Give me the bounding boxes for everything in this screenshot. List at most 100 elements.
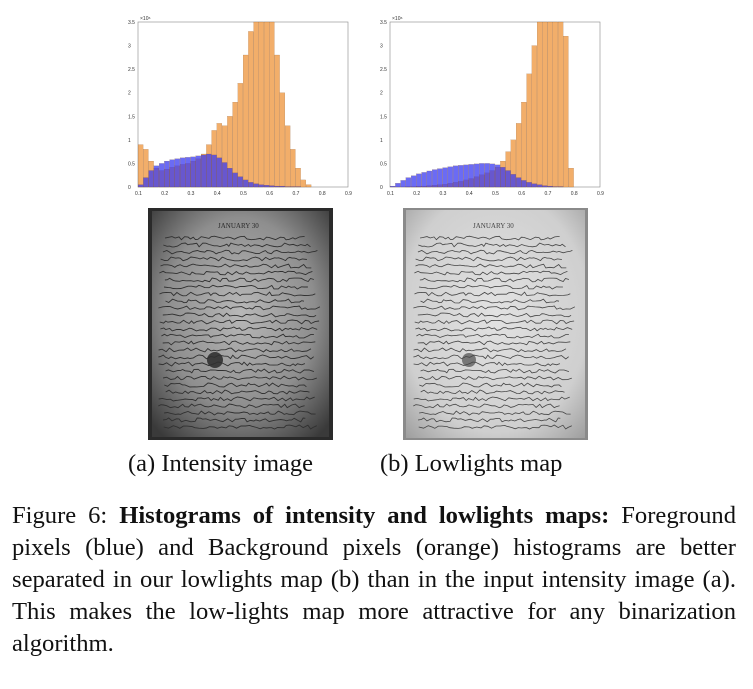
- handwriting-line: [164, 382, 307, 388]
- y-tick-label: 3: [380, 44, 383, 50]
- bar-background: [568, 168, 574, 188]
- bar-foreground: [421, 172, 427, 188]
- y-tick-label: 0: [128, 185, 131, 191]
- bar-foreground: [185, 157, 191, 188]
- bar-foreground: [521, 180, 527, 188]
- bar-background: [237, 83, 243, 188]
- handwriting-line: [158, 361, 306, 367]
- handwriting-line: [417, 340, 571, 346]
- handwriting-line: [418, 242, 566, 248]
- handwriting-line: [159, 291, 316, 297]
- handwriting-line: [419, 277, 570, 283]
- handwriting-line: [420, 235, 560, 241]
- y-tick-label: 2: [380, 91, 383, 97]
- exponent-label: ×10⁶: [392, 16, 403, 22]
- bar-foreground: [416, 173, 422, 188]
- x-tick-label: 0.2: [413, 191, 420, 197]
- handwriting-line: [420, 298, 560, 304]
- bar-foreground: [201, 154, 207, 188]
- bar-foreground: [269, 185, 275, 188]
- handwriting-line: [160, 326, 318, 332]
- x-tick-label: 0.4: [466, 191, 473, 197]
- bar-foreground: [274, 185, 280, 188]
- bar-foreground: [495, 164, 501, 188]
- bar-background: [300, 179, 306, 188]
- x-tick-label: 0.9: [345, 191, 352, 197]
- bar-foreground: [516, 177, 522, 188]
- histogram-lowlights: ×10⁶ 0.1 0.2 0.3 0.4 0.5 0.6 0.7 0.8 0.9 0 0.5 1 1.5 2…: [380, 16, 604, 197]
- x-tick-label: 0.9: [597, 191, 604, 197]
- bar-foreground: [489, 163, 495, 188]
- handwriting-line: [165, 235, 305, 241]
- bar-foreground: [206, 153, 212, 188]
- handwriting-line: [415, 263, 567, 269]
- handwriting-line: [420, 368, 570, 374]
- handwriting-line: [165, 298, 305, 304]
- bar-background: [531, 45, 537, 188]
- bar-foreground: [138, 184, 144, 188]
- bar-background: [537, 21, 543, 188]
- x-tick-label: 0.7: [293, 191, 300, 197]
- x-tick-label: 0.3: [440, 191, 447, 197]
- handwriting-line: [162, 375, 317, 381]
- figure-caption: Figure 6: Histograms of intensity and lo…: [12, 500, 736, 660]
- bar-foreground: [164, 160, 170, 188]
- bar-background: [248, 31, 254, 188]
- bar-foreground: [222, 162, 228, 188]
- handwriting-line: [162, 417, 306, 423]
- plot-frame: [389, 21, 601, 188]
- x-tick-label: 0.2: [161, 191, 168, 197]
- handwriting-line: [164, 277, 315, 283]
- handwriting-line: [163, 424, 317, 430]
- bar-foreground: [510, 174, 516, 188]
- plot-frame: [137, 21, 349, 188]
- bar-foreground: [174, 158, 180, 188]
- bar-foreground: [484, 163, 490, 188]
- y-tick-label: 2.5: [128, 67, 135, 73]
- handwriting-line: [413, 354, 569, 360]
- bar-background: [563, 36, 569, 188]
- bar-foreground: [542, 185, 548, 188]
- y-tick-label: 2.5: [380, 67, 387, 73]
- x-tick-label: 0.6: [266, 191, 273, 197]
- handwriting-line: [158, 354, 314, 360]
- x-tick-label: 0.1: [387, 191, 394, 197]
- bar-foreground: [547, 185, 553, 188]
- handwriting-line: [420, 389, 565, 395]
- handwriting-line: [413, 347, 567, 353]
- bar-foreground: [159, 163, 165, 188]
- bar-background: [274, 54, 280, 188]
- caption-a: (a) Intensity image: [128, 450, 314, 477]
- bar-foreground: [180, 157, 186, 188]
- y-tick-label: 3: [128, 44, 131, 50]
- handwriting-line: [413, 305, 576, 311]
- handwriting-line: [160, 263, 312, 269]
- bar-foreground: [153, 165, 159, 188]
- bar-foreground: [437, 168, 443, 188]
- bar-foreground: [526, 182, 532, 188]
- bar-foreground: [458, 165, 464, 188]
- x-tick-label: 0.4: [214, 191, 221, 197]
- bar-background: [295, 168, 301, 188]
- bar-foreground: [237, 176, 243, 188]
- handwriting-line: [417, 312, 572, 318]
- handwriting-line: [159, 319, 320, 325]
- handwriting-line: [160, 256, 307, 262]
- handwriting-line: [414, 319, 575, 325]
- bar-background: [521, 102, 527, 188]
- bar-foreground: [279, 185, 285, 188]
- handwriting-line: [419, 382, 562, 388]
- intensity-image: JANUARY 30: [148, 208, 333, 440]
- bar-foreground: [447, 166, 453, 188]
- bar-background: [558, 21, 564, 188]
- handwriting-line: [413, 396, 570, 402]
- handwriting-line: [162, 312, 317, 318]
- bar-foreground: [405, 177, 411, 188]
- bar-foreground: [474, 163, 480, 188]
- handwriting-line: [417, 249, 573, 255]
- y-tick-label: 2: [128, 91, 131, 97]
- bar-foreground: [453, 165, 459, 188]
- bar-foreground: [232, 172, 238, 188]
- handwriting-line: [159, 270, 313, 276]
- bar-background: [552, 21, 558, 188]
